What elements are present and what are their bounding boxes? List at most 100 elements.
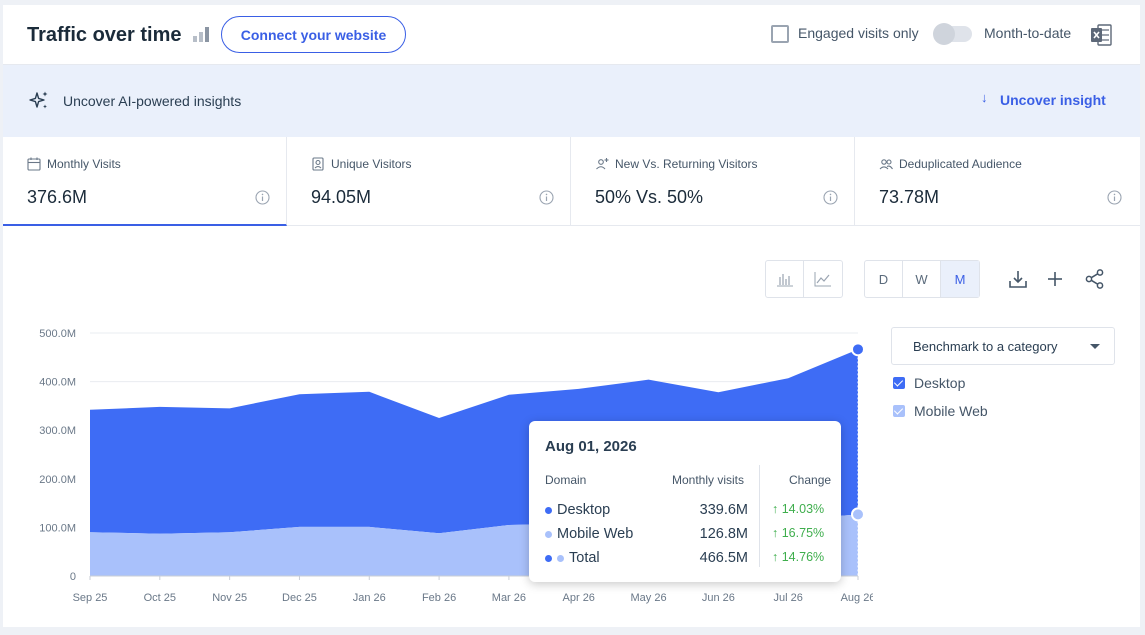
marker-desktop [851, 342, 865, 357]
share-icon[interactable] [1084, 268, 1106, 290]
metric-value: 73.78M [879, 187, 940, 207]
metric-label: New Vs. Returning Visitors [615, 157, 758, 171]
tooltip-row-total: Total 466.5M ↑ 14.76% [529, 549, 841, 569]
bar-chart-button[interactable] [766, 261, 804, 297]
tab-unique-visitors[interactable]: Unique Visitors 94.05M [287, 137, 571, 226]
page-title: Traffic over time [27, 24, 182, 46]
legend-checkbox [893, 377, 905, 389]
traffic-card: Traffic over time Connect your website E… [3, 5, 1140, 627]
month-to-date-label: Month-to-date [984, 25, 1072, 41]
calendar-icon [27, 157, 41, 171]
connect-website-button[interactable]: Connect your website [221, 16, 406, 53]
info-icon[interactable] [539, 190, 554, 205]
chart-tooltip: Aug 01, 2026 Domain Monthly visits Chang… [529, 421, 841, 582]
legend-item-desktop[interactable]: Desktop [893, 375, 965, 391]
download-icon[interactable] [1007, 268, 1029, 290]
uncover-insight-button[interactable]: Uncover insight [1000, 92, 1106, 108]
mobile-web-dot [557, 555, 564, 562]
tooltip-col-visits: Monthly visits [672, 473, 745, 487]
tooltip-row-name: Mobile Web [557, 526, 634, 542]
plus-icon[interactable] [1044, 268, 1066, 290]
info-icon[interactable] [1107, 190, 1122, 205]
tooltip-row-value: 466.5M [699, 550, 748, 566]
granularity-day[interactable]: D [865, 261, 903, 297]
users-icon [879, 159, 893, 170]
tab-new-vs-returning[interactable]: New Vs. Returning Visitors 50% Vs. 50% [571, 137, 855, 226]
sparkle-icon [29, 91, 48, 109]
x-tick-label: Jan 26 [353, 592, 386, 604]
info-icon[interactable] [255, 190, 270, 205]
y-tick-label: 300.0M [39, 425, 76, 437]
tooltip-row-change: ↑ 14.03% [772, 502, 825, 516]
x-tick-label: Sep 25 [73, 592, 108, 604]
rank-bars-icon [193, 27, 209, 42]
y-tick-label: 100.0M [39, 522, 76, 534]
tooltip-row-change: ↑ 16.75% [772, 526, 825, 540]
tooltip-row-name: Total [569, 550, 600, 566]
metric-label: Deduplicated Audience [899, 157, 1022, 171]
x-tick-label: Feb 26 [422, 592, 456, 604]
metric-value: 376.6M [27, 187, 88, 207]
change-value: 14.03% [781, 502, 825, 516]
tooltip-row-value: 339.6M [699, 502, 748, 518]
metric-tabs: Monthly Visits 376.6M Unique Visitors 94… [3, 137, 1140, 226]
info-icon[interactable] [823, 190, 838, 205]
chart-type-toggle [765, 260, 843, 298]
granularity-week[interactable]: W [903, 261, 941, 297]
legend-label: Desktop [914, 375, 966, 391]
granularity-month[interactable]: M [941, 261, 979, 297]
desktop-dot [545, 507, 552, 514]
user-card-icon [312, 157, 324, 171]
tooltip-row-change: ↑ 14.76% [772, 550, 825, 564]
change-value: 14.76% [781, 550, 825, 564]
y-tick-label: 200.0M [39, 474, 76, 486]
tooltip-date: Aug 01, 2026 [545, 438, 637, 455]
benchmark-label: Benchmark to a category [913, 339, 1058, 354]
legend-item-mobile-web[interactable]: Mobile Web [893, 403, 988, 419]
mobile-web-dot [545, 531, 552, 538]
toggle-knob [933, 23, 955, 45]
tab-deduplicated-audience[interactable]: Deduplicated Audience 73.78M [855, 137, 1140, 226]
x-tick-label: Jul 26 [774, 592, 803, 604]
tab-monthly-visits[interactable]: Monthly Visits 376.6M [3, 137, 287, 226]
arrow-down-icon: ↓ [981, 90, 988, 105]
legend-label: Mobile Web [914, 403, 988, 419]
ai-insight-bar: Uncover AI-powered insights ↓ Uncover in… [3, 65, 1140, 137]
engaged-visits-checkbox[interactable] [771, 25, 789, 43]
x-tick-label: Aug 26 [841, 592, 873, 604]
x-tick-label: Nov 25 [212, 592, 247, 604]
y-tick-label: 400.0M [39, 377, 76, 389]
tooltip-col-domain: Domain [545, 473, 587, 487]
x-tick-label: May 26 [631, 592, 667, 604]
line-chart-icon [814, 272, 831, 287]
legend-checkbox [893, 405, 905, 417]
change-value: 16.75% [781, 526, 825, 540]
metric-value: 50% Vs. 50% [595, 187, 704, 207]
x-tick-label: Jun 26 [702, 592, 735, 604]
excel-export-icon[interactable] [1089, 23, 1113, 47]
metric-label: Monthly Visits [47, 157, 121, 171]
tooltip-row-desktop: Desktop 339.6M ↑ 14.03% [529, 501, 841, 521]
x-tick-label: Oct 25 [144, 592, 176, 604]
desktop-dot [545, 555, 552, 562]
metric-value: 94.05M [311, 187, 372, 207]
bar-chart-icon [776, 274, 793, 287]
month-to-date-toggle[interactable] [933, 23, 972, 45]
card-header: Traffic over time Connect your website E… [3, 5, 1140, 65]
chevron-down-icon [1090, 344, 1100, 349]
y-tick-label: 500.0M [39, 328, 76, 340]
y-tick-label: 0 [70, 571, 76, 583]
benchmark-dropdown[interactable]: Benchmark to a category [891, 327, 1115, 365]
tooltip-row-value: 126.8M [699, 526, 748, 542]
metric-label: Unique Visitors [331, 157, 412, 171]
marker-mobile-web [851, 507, 865, 522]
tooltip-col-change: Change [789, 473, 832, 487]
line-chart-button[interactable] [804, 261, 842, 297]
granularity-toggle: D W M [864, 260, 980, 298]
x-tick-label: Dec 25 [282, 592, 317, 604]
tooltip-row-name: Desktop [557, 502, 611, 518]
user-plus-icon [596, 158, 609, 170]
tooltip-divider [759, 465, 760, 567]
insight-text: Uncover AI-powered insights [63, 93, 242, 109]
x-tick-label: Apr 26 [563, 592, 595, 604]
